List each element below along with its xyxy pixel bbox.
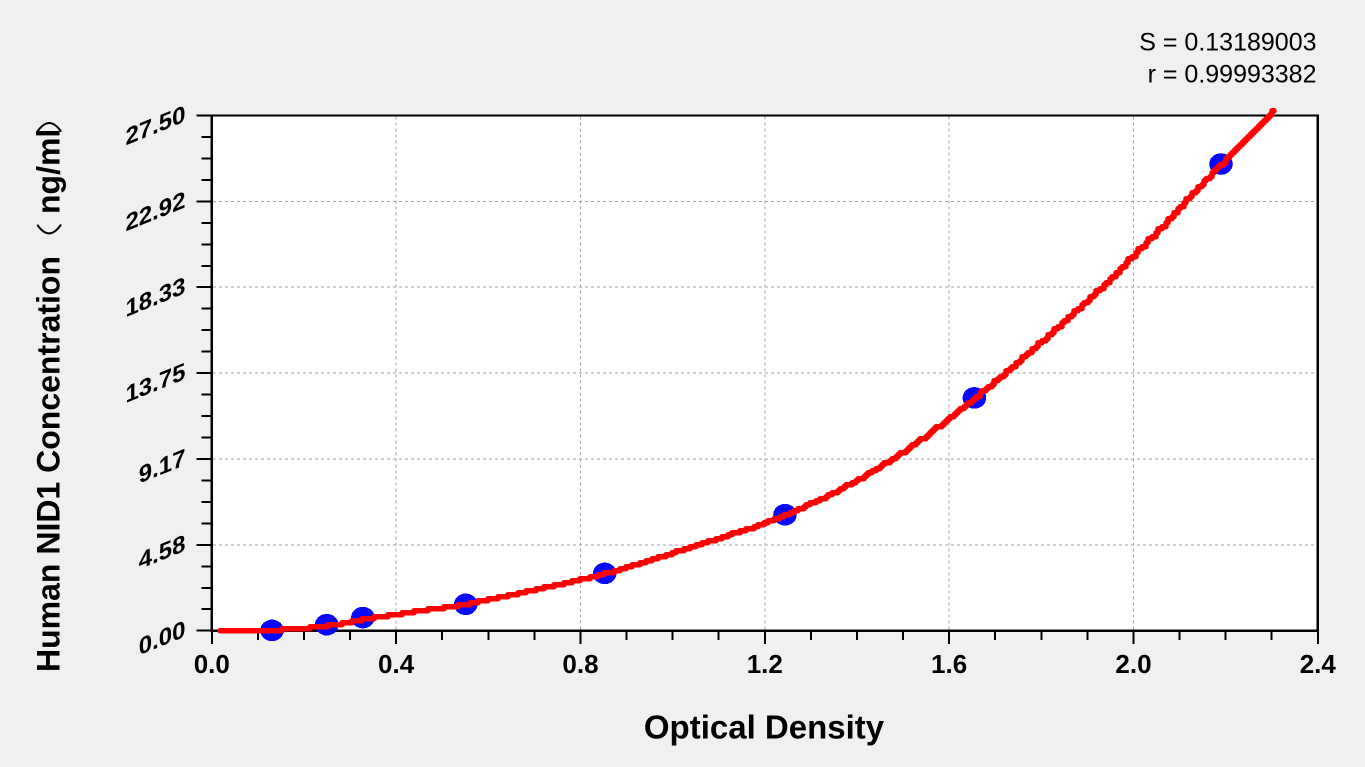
- svg-text:2.0: 2.0: [1115, 649, 1151, 679]
- svg-text:r = 0.99993382: r = 0.99993382: [1148, 61, 1317, 89]
- svg-text:1.6: 1.6: [931, 649, 967, 679]
- svg-text:Human NID1 Concentration: Human NID1 Concentration: [31, 256, 67, 672]
- svg-text:0.0: 0.0: [194, 649, 230, 679]
- svg-text:S = 0.13189003: S = 0.13189003: [1139, 29, 1316, 57]
- svg-text:0.8: 0.8: [562, 649, 598, 679]
- svg-text:Optical Density: Optical Density: [644, 709, 885, 746]
- svg-text:1.2: 1.2: [747, 649, 783, 679]
- svg-text:0.4: 0.4: [378, 649, 415, 679]
- svg-text:ng/ml: ng/ml: [31, 129, 67, 214]
- svg-text:2.4: 2.4: [1300, 649, 1337, 679]
